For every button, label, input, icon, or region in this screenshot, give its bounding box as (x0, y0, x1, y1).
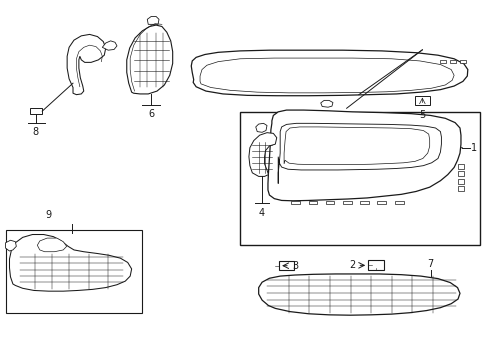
Polygon shape (30, 108, 42, 114)
Polygon shape (458, 171, 464, 176)
Polygon shape (395, 201, 404, 204)
Text: 7: 7 (428, 259, 434, 269)
Bar (279, 261, 294, 270)
Text: 1: 1 (471, 143, 477, 153)
Polygon shape (460, 59, 466, 63)
Polygon shape (441, 59, 446, 63)
Polygon shape (268, 110, 461, 201)
Text: 9: 9 (46, 210, 51, 220)
Polygon shape (127, 25, 172, 94)
Polygon shape (326, 201, 334, 204)
Polygon shape (458, 186, 464, 191)
Polygon shape (256, 123, 267, 132)
Polygon shape (284, 127, 430, 165)
Polygon shape (9, 234, 132, 291)
Text: 6: 6 (148, 109, 154, 119)
Polygon shape (309, 201, 318, 204)
Polygon shape (37, 238, 67, 252)
Text: 3: 3 (292, 261, 298, 271)
Polygon shape (102, 41, 117, 50)
Polygon shape (343, 201, 351, 204)
Polygon shape (292, 201, 300, 204)
Polygon shape (191, 50, 468, 96)
Polygon shape (67, 35, 106, 95)
Polygon shape (321, 100, 333, 107)
Polygon shape (458, 164, 464, 169)
Polygon shape (147, 17, 159, 24)
Text: 8: 8 (33, 127, 39, 137)
Polygon shape (5, 240, 16, 251)
Bar (415, 96, 430, 105)
Polygon shape (278, 123, 441, 184)
Text: 4: 4 (259, 208, 265, 218)
Polygon shape (259, 274, 460, 315)
Bar (5, 230, 143, 313)
Text: 2: 2 (349, 260, 355, 270)
Polygon shape (377, 201, 386, 204)
Polygon shape (450, 59, 456, 63)
Bar (240, 112, 480, 244)
Polygon shape (360, 201, 368, 204)
Text: 5: 5 (419, 110, 425, 120)
Polygon shape (458, 179, 464, 184)
Bar (368, 260, 384, 270)
Polygon shape (249, 133, 277, 176)
